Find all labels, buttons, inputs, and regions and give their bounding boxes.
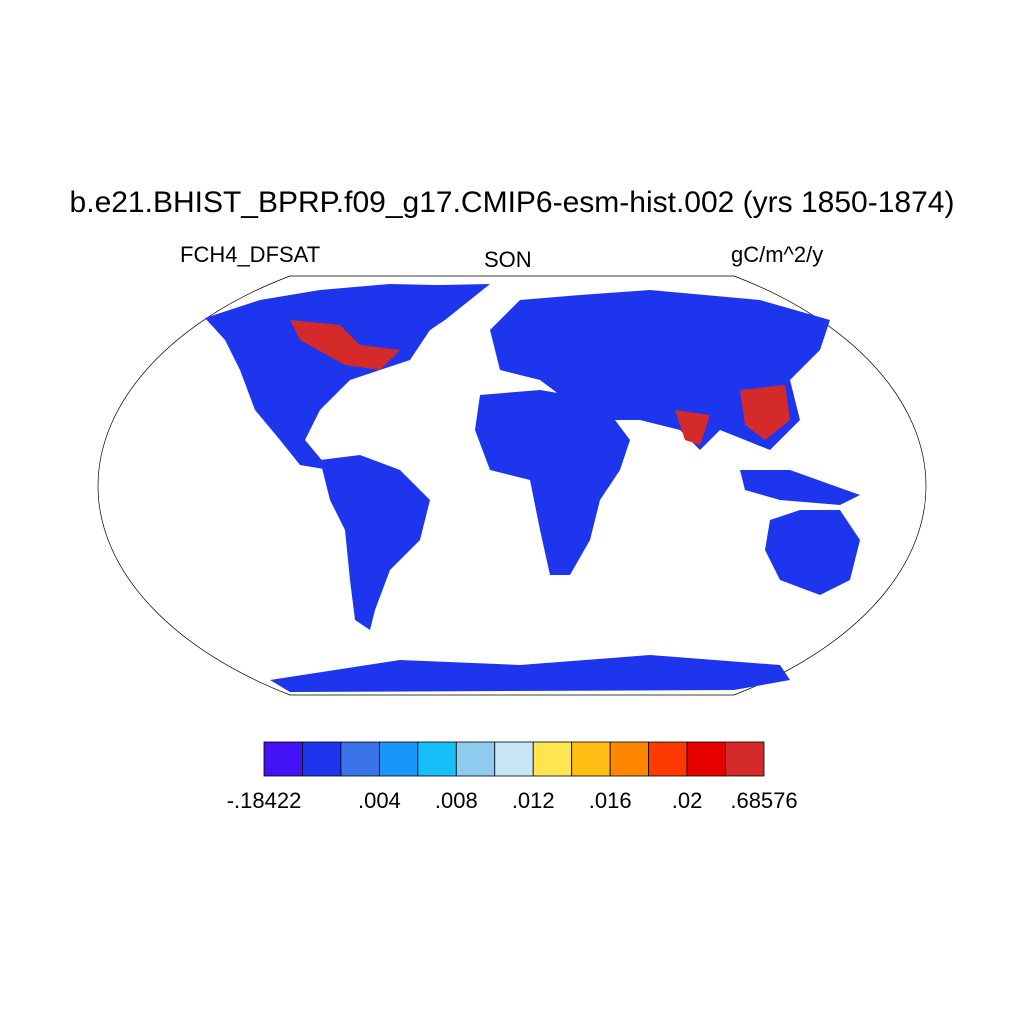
greenland (395, 284, 490, 330)
colorbar-box (609, 741, 650, 777)
colorbar-box (725, 741, 765, 777)
land-cells (205, 284, 860, 692)
colorbar-label: .02 (672, 788, 703, 813)
colorbar-label: .012 (512, 788, 555, 813)
colorbar-label: .68576 (730, 788, 797, 813)
high-value-patches (290, 320, 790, 445)
colorbar-box (532, 741, 573, 777)
colorbar-box (340, 741, 380, 777)
colorbar-label: .004 (358, 788, 401, 813)
colorbar-box (571, 741, 611, 777)
antarctica (270, 655, 790, 692)
africa (475, 390, 630, 575)
colorbar-label: -.18422 (227, 788, 302, 813)
colorbar-box (417, 741, 457, 777)
india-high-values (675, 410, 710, 445)
maritime-asia (740, 470, 860, 505)
south-america (320, 455, 430, 630)
units-label: gC/m^2/y (731, 242, 824, 267)
north-america (205, 284, 480, 470)
season-label: SON (484, 247, 532, 272)
colorbar-box (455, 741, 496, 777)
china-high-values (740, 385, 790, 440)
north-america-high-values (290, 320, 400, 370)
colorbar-box (378, 741, 419, 777)
colorbar-label: .008 (435, 788, 478, 813)
colorbar: -.18422 .004 .008 .012 .016 .02 .68576 (227, 741, 798, 813)
colorbar-box (302, 741, 342, 777)
map (97, 275, 927, 696)
colorbar-box (686, 741, 726, 777)
variable-name: FCH4_DFSAT (180, 242, 321, 267)
colorbar-label: .016 (589, 788, 632, 813)
colorbar-box (494, 741, 534, 777)
colorbar-box (648, 741, 688, 777)
australia (765, 510, 860, 595)
plot-title: b.e21.BHIST_BPRP.f09_g17.CMIP6-esm-hist.… (69, 186, 955, 219)
colorbar-box (263, 741, 303, 777)
